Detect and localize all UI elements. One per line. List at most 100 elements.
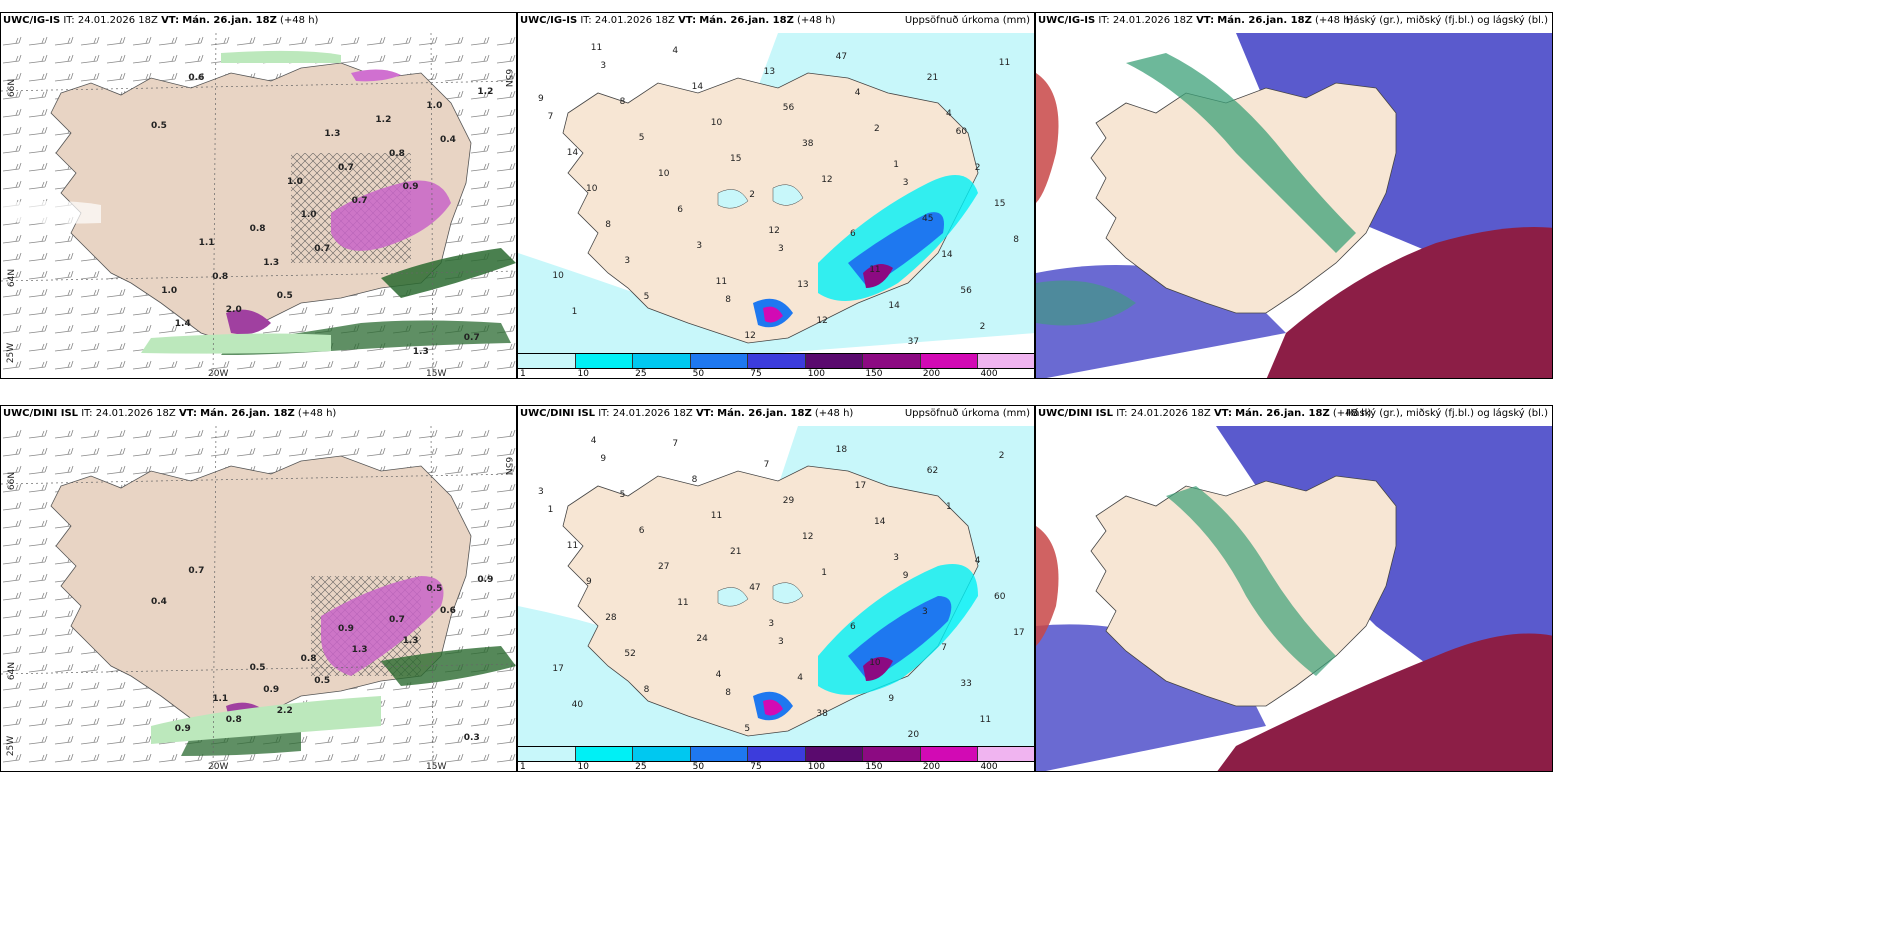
value-label: 1 — [946, 502, 952, 512]
precip-map-bottom — [518, 426, 1034, 753]
value-label: 1 — [821, 568, 827, 578]
panel-title: UWC/DINI ISL IT: 24.01.2026 18Z VT: Mán.… — [520, 408, 854, 419]
value-label: 3 — [902, 178, 909, 188]
colorbar-swatch — [748, 354, 806, 368]
colorbar-tick-label: 1 — [520, 369, 526, 379]
value-label: 17 — [552, 664, 564, 674]
value-label: 14 — [566, 148, 579, 158]
value-label: 8 — [605, 220, 611, 230]
wind-map-bottom — [1, 426, 516, 771]
value-label: 15 — [730, 154, 742, 164]
value-label: 40 — [571, 700, 584, 710]
lat-66-label: 66N — [7, 78, 18, 98]
lon-25-label: 25W — [6, 342, 17, 364]
value-label: 5 — [619, 490, 626, 500]
value-label: 4 — [854, 88, 861, 98]
mslp-panel-bottom: UWC/DINI ISL IT: 24.01.2026 18Z VT: Mán.… — [0, 405, 517, 772]
value-label: 5 — [638, 133, 645, 143]
value-label: 2 — [749, 190, 755, 200]
value-label: 47 — [835, 52, 848, 62]
lon-15-label: 15W — [426, 762, 447, 772]
value-label: 2 — [974, 163, 981, 173]
colorbar-tick-label: 100 — [807, 369, 825, 379]
value-label: 0.7 — [389, 614, 405, 625]
colorbar-swatch — [518, 747, 576, 761]
value-label: 6 — [850, 622, 856, 632]
value-label: 0.8 — [212, 271, 229, 282]
value-label: 11 — [677, 598, 689, 608]
value-label: 14 — [941, 250, 953, 260]
value-label: 38 — [802, 139, 814, 149]
value-label: 15 — [994, 199, 1006, 209]
value-label: 1.3 — [324, 129, 341, 139]
precip-title: Uppsöfnuð úrkoma (mm) — [904, 408, 1030, 419]
value-label: 14 — [888, 301, 900, 311]
value-label: 8 — [619, 97, 626, 107]
lon-20-label: 20W — [208, 762, 229, 772]
precip-panel-bottom: UWC/DINI ISL IT: 24.01.2026 18Z VT: Mán.… — [517, 405, 1035, 772]
value-label: 60 — [955, 127, 968, 137]
value-label: 10 — [869, 658, 881, 668]
value-label: 7 — [941, 643, 947, 653]
value-label: 8 — [1013, 235, 1019, 245]
value-label: 0.9 — [477, 575, 494, 585]
colorbar-swatch — [863, 354, 921, 368]
value-label: 6 — [638, 526, 645, 536]
value-label: 11 — [869, 265, 881, 275]
colorbar-swatch — [978, 747, 1034, 761]
colorbar-tick-label: 100 — [807, 762, 825, 772]
colorbar-tick-label: 150 — [865, 369, 883, 379]
value-label: 37 — [907, 337, 920, 347]
precip-map-top — [518, 33, 1034, 360]
value-label: 3 — [778, 244, 784, 254]
value-label: 12 — [816, 316, 828, 326]
colorbar-tick-label: 50 — [692, 369, 705, 379]
colorbar-swatch — [633, 354, 691, 368]
lat-66-label: 66N — [7, 471, 18, 491]
value-label: 1 — [893, 160, 899, 170]
value-label: 0.8 — [249, 224, 266, 235]
colorbar-swatch — [805, 354, 864, 368]
colorbar-tick-label: 10 — [577, 762, 589, 772]
colorbar-swatch — [920, 747, 979, 761]
value-label: 47 — [749, 583, 761, 593]
lon-15-label: 15W — [426, 369, 447, 379]
value-label: 20 — [907, 730, 920, 740]
value-label: 3 — [538, 487, 544, 497]
value-label: 1.1 — [198, 238, 215, 249]
value-label: 2 — [979, 322, 986, 332]
colorbar-swatch — [978, 354, 1034, 368]
value-label: 3 — [624, 256, 631, 266]
cloud-map-top — [1036, 33, 1552, 378]
lat-64-label: 64N — [7, 268, 18, 288]
colorbar-tick-label: 25 — [635, 762, 647, 772]
value-label: 9 — [888, 694, 895, 704]
value-label: 27 — [658, 562, 670, 572]
value-label: 45 — [922, 214, 934, 224]
value-label: 6 — [850, 229, 856, 239]
value-label: 7 — [547, 112, 554, 122]
value-label: 10 — [658, 169, 670, 179]
value-label: 11 — [566, 541, 579, 551]
value-label: 0.8 — [389, 148, 405, 159]
lat-65-label: 65N — [503, 68, 514, 88]
value-label: 1.1 — [212, 693, 229, 704]
value-label: 12 — [802, 532, 814, 542]
colorbar-swatch — [690, 747, 749, 761]
value-label: 10 — [586, 184, 598, 194]
value-label: 9 — [586, 577, 592, 587]
colorbar-tick-label: 10 — [577, 369, 589, 379]
colorbar-swatch — [633, 747, 691, 761]
value-label: 24 — [696, 634, 708, 644]
colorbar-tick-label: 1 — [520, 762, 526, 772]
wind-map-top — [1, 33, 516, 378]
mslp-panel-top: UWC/IG-IS IT: 24.01.2026 18Z VT: Mán. 26… — [0, 12, 517, 379]
value-label: 0.4 — [440, 134, 456, 145]
value-label: 2.2 — [276, 706, 293, 717]
value-label: 21 — [926, 73, 939, 83]
colorbar-tick-label: 200 — [922, 369, 941, 379]
value-label: 21 — [730, 547, 742, 557]
panel-title: UWC/IG-IS IT: 24.01.2026 18Z VT: Mán. 26… — [1038, 15, 1354, 26]
value-label: 52 — [624, 649, 636, 659]
value-label: 0.4 — [151, 596, 167, 607]
